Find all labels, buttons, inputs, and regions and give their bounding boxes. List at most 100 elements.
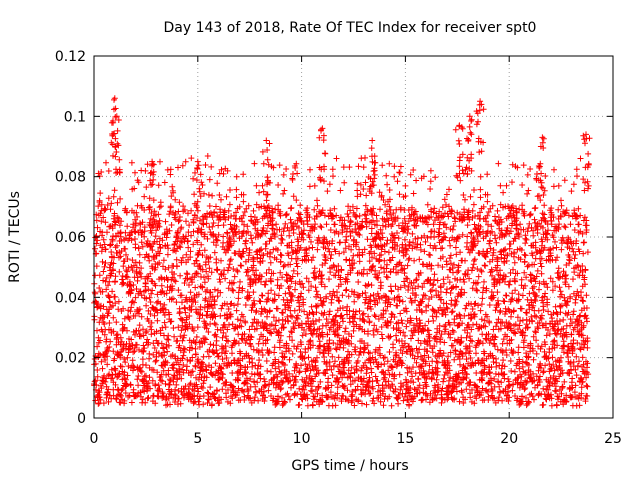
data-point <box>162 180 168 186</box>
data-point <box>232 274 238 280</box>
data-point <box>528 211 534 217</box>
data-point <box>389 289 395 295</box>
data-point <box>207 384 213 390</box>
data-point <box>289 314 295 320</box>
data-point <box>309 257 315 263</box>
data-point <box>159 283 165 289</box>
data-point <box>538 260 544 266</box>
data-point <box>534 351 540 357</box>
data-point <box>542 291 548 297</box>
data-point <box>409 231 415 237</box>
data-point <box>147 295 153 301</box>
data-point <box>238 263 244 269</box>
data-point <box>124 269 130 275</box>
data-point <box>327 181 333 187</box>
data-point <box>390 365 396 371</box>
data-point <box>207 177 213 183</box>
data-point <box>132 236 138 242</box>
data-point <box>531 397 537 403</box>
data-point <box>479 301 485 307</box>
data-point <box>236 285 242 291</box>
data-point <box>135 382 141 388</box>
data-point <box>152 359 158 365</box>
data-point <box>517 221 523 227</box>
data-point <box>242 209 248 215</box>
data-point <box>209 193 215 199</box>
data-point <box>367 318 373 324</box>
data-point <box>154 318 160 324</box>
data-point <box>204 220 210 226</box>
data-point <box>258 299 264 305</box>
data-point <box>411 191 417 197</box>
data-point <box>439 392 445 398</box>
data-point <box>405 284 411 290</box>
data-point <box>219 386 225 392</box>
data-point <box>298 291 304 297</box>
data-point <box>480 285 486 291</box>
data-point <box>503 347 509 353</box>
data-point <box>268 279 274 285</box>
data-point <box>389 403 395 409</box>
data-point <box>540 402 546 408</box>
data-point <box>354 188 360 194</box>
data-point <box>451 357 457 363</box>
data-point <box>174 257 180 263</box>
data-point <box>468 338 474 344</box>
data-point <box>488 269 494 275</box>
data-point <box>326 276 332 282</box>
data-point <box>520 317 526 323</box>
data-point <box>341 365 347 371</box>
data-point <box>270 226 276 232</box>
data-point <box>516 344 522 350</box>
data-point <box>295 271 301 277</box>
data-point <box>191 191 197 197</box>
data-point <box>480 340 486 346</box>
data-point <box>168 166 174 172</box>
data-point <box>309 388 315 394</box>
data-point <box>532 313 538 319</box>
data-point <box>516 291 522 297</box>
data-point <box>354 180 360 186</box>
data-point <box>293 374 299 380</box>
data-point <box>519 306 525 312</box>
data-point <box>441 376 447 382</box>
data-point <box>111 194 117 200</box>
data-point <box>456 268 462 274</box>
data-point <box>173 248 179 254</box>
data-point <box>379 162 385 168</box>
data-point <box>256 190 262 196</box>
data-point <box>283 166 289 172</box>
data-point <box>500 190 506 196</box>
data-point <box>177 273 183 279</box>
data-point <box>214 338 220 344</box>
data-point <box>496 394 502 400</box>
data-point <box>201 274 207 280</box>
data-point <box>256 357 262 363</box>
data-point <box>260 293 266 299</box>
data-point <box>324 221 330 227</box>
data-point <box>430 318 436 324</box>
data-point <box>515 298 521 304</box>
data-point <box>209 224 215 230</box>
data-point <box>421 292 427 298</box>
data-point <box>484 171 490 177</box>
data-point <box>195 271 201 277</box>
data-point <box>233 187 239 193</box>
data-point <box>525 172 531 178</box>
data-point <box>288 205 294 211</box>
data-point <box>363 370 369 376</box>
data-point <box>344 287 350 293</box>
data-point <box>317 223 323 229</box>
data-point <box>212 250 218 256</box>
data-point <box>370 378 376 384</box>
data-point <box>524 237 530 243</box>
data-point <box>395 178 401 184</box>
data-point <box>280 191 286 197</box>
data-point <box>503 231 509 237</box>
data-point <box>366 391 372 397</box>
data-point <box>497 183 503 189</box>
data-point <box>431 277 437 283</box>
data-point <box>245 289 251 295</box>
data-point <box>384 182 390 188</box>
data-point <box>562 177 568 183</box>
